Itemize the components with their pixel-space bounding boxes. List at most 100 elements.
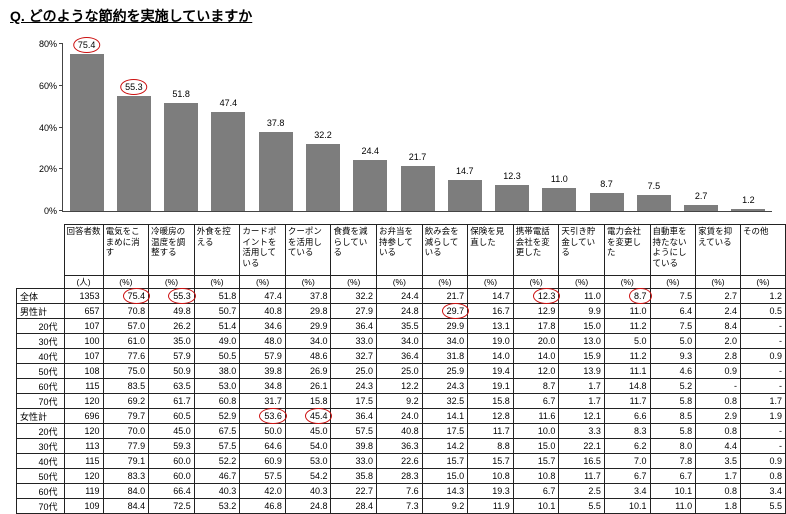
cell-value: 14.7 bbox=[492, 291, 510, 301]
cell-value: 45.0 bbox=[173, 426, 191, 436]
table-row-50代: 50代 120 83.3 60.0 46.7 57.5 54.2 35.8 28.3 15.0 10… bbox=[16, 468, 786, 484]
data-cell: 52.9 bbox=[193, 408, 241, 424]
cell-value: 19.3 bbox=[492, 486, 510, 496]
cell-value: 15.0 bbox=[537, 441, 556, 451]
percent-unit-label: (%) bbox=[695, 275, 741, 289]
cell-value: 79.7 bbox=[127, 411, 146, 421]
cell-value: 67.5 bbox=[218, 426, 237, 436]
bar-value-label: 11.0 bbox=[551, 174, 568, 184]
bar-11 bbox=[589, 192, 624, 211]
data-cell: 50.7 bbox=[193, 303, 241, 319]
table-row-30代: 30代 113 77.9 59.3 57.5 64.6 54.0 39.8 36.3 14.2 8.… bbox=[16, 438, 786, 454]
bar-value-label: 2.7 bbox=[695, 191, 708, 201]
data-cell: 0.8 bbox=[739, 468, 786, 484]
column-header-4: カードポイントを活用している bbox=[239, 224, 286, 276]
table-row-70代: 70代 120 69.2 61.7 60.8 31.7 15.8 17.5 9.2 32.5 15.… bbox=[16, 393, 786, 409]
percent-unit-label: (%) bbox=[330, 275, 378, 289]
cell-value: 8.5 bbox=[679, 411, 693, 421]
cell-value: 17.8 bbox=[537, 321, 556, 331]
data-cell: 48.6 bbox=[284, 348, 332, 364]
data-cell: 5.5 bbox=[558, 498, 605, 514]
cell-value: 63.5 bbox=[173, 381, 191, 391]
cell-value: 7.0 bbox=[634, 456, 647, 466]
data-cell: 11.2 bbox=[603, 348, 651, 364]
cell-value: 15.0 bbox=[446, 471, 465, 481]
cell-value: 11.1 bbox=[629, 366, 647, 376]
column-header-3: 外食を控える bbox=[193, 224, 241, 276]
cell-value: 10.1 bbox=[674, 486, 693, 496]
respondent-count: 107 bbox=[63, 318, 104, 334]
cell-value: 50.7 bbox=[218, 306, 237, 316]
cell-value: 13.0 bbox=[583, 336, 601, 346]
data-cell: 17.8 bbox=[512, 318, 560, 334]
data-cell: 3.3 bbox=[558, 423, 605, 439]
cell-value: 7.6 bbox=[406, 486, 419, 496]
data-cell: 53.6 bbox=[239, 408, 287, 424]
cell-value: 11.7 bbox=[629, 396, 647, 406]
percent-unit-label: (%) bbox=[284, 275, 332, 289]
data-cell: 14.0 bbox=[467, 348, 514, 364]
data-cell: 5.0 bbox=[649, 333, 697, 349]
bar-value-label: 37.8 bbox=[267, 118, 285, 128]
data-cell: 21.7 bbox=[421, 288, 469, 304]
data-cell: 31.8 bbox=[421, 348, 469, 364]
data-cell: 22.7 bbox=[330, 483, 378, 499]
cell-value: 35.5 bbox=[401, 321, 419, 331]
cell-value: 19.1 bbox=[492, 381, 510, 391]
column-header-2: 冷暖房の温度を調整する bbox=[148, 224, 195, 276]
cell-value: 8.4 bbox=[724, 321, 737, 331]
cell-value: 1.8 bbox=[724, 501, 737, 511]
cell-value: 36.4 bbox=[355, 411, 374, 421]
cell-value: 10.1 bbox=[537, 501, 556, 511]
respondent-count: 100 bbox=[63, 333, 104, 349]
data-cell: 11.9 bbox=[467, 498, 514, 514]
data-cell: 35.5 bbox=[376, 318, 423, 334]
bar-value-label: 51.8 bbox=[172, 89, 190, 99]
data-cell: 13.9 bbox=[558, 363, 605, 379]
row-label: 30代 bbox=[16, 333, 65, 349]
percent-unit-label: (%) bbox=[376, 275, 423, 289]
cell-value: 36.3 bbox=[401, 441, 419, 451]
cell-value: 11.7 bbox=[584, 471, 601, 481]
cell-value: 19.0 bbox=[492, 336, 510, 346]
data-cell: 15.0 bbox=[558, 318, 605, 334]
cell-value: 79.1 bbox=[127, 456, 146, 466]
cell-value: 57.5 bbox=[264, 471, 282, 481]
data-cell: 11.2 bbox=[603, 318, 651, 334]
cell-value: 22.1 bbox=[583, 441, 601, 451]
y-axis-tick-label: 80% bbox=[38, 39, 57, 49]
cell-value: 12.8 bbox=[492, 411, 510, 421]
data-cell: 53.0 bbox=[284, 453, 332, 469]
cell-value: 77.9 bbox=[127, 441, 146, 451]
data-cell: 8.7 bbox=[512, 378, 560, 394]
data-cell: 50.0 bbox=[239, 423, 286, 439]
data-cell: 8.0 bbox=[649, 438, 697, 454]
cell-value: 1.7 bbox=[724, 471, 737, 481]
cell-value: 8.8 bbox=[497, 441, 510, 451]
cell-value: 20.0 bbox=[537, 336, 556, 346]
cell-value: 1.7 bbox=[588, 396, 601, 406]
bar-value: 24.4 bbox=[361, 146, 379, 157]
bar-value: 8.7 bbox=[600, 178, 613, 189]
column-header-7: お弁当を持参している bbox=[376, 224, 423, 276]
bar-5 bbox=[305, 143, 340, 211]
cell-value: 51.4 bbox=[218, 321, 237, 331]
bar-value-label: 75.4 bbox=[72, 36, 100, 53]
cell-value: 2.5 bbox=[588, 486, 601, 496]
table-row-30代: 30代 100 61.0 35.0 49.0 48.0 34.0 33.0 34.0 34.0 19… bbox=[16, 333, 786, 349]
data-cell: 9.2 bbox=[421, 498, 469, 514]
respondent-count: 107 bbox=[63, 348, 104, 364]
data-cell: 57.9 bbox=[239, 348, 286, 364]
data-cell: 53.0 bbox=[193, 378, 241, 394]
data-cell: 55.3 bbox=[148, 288, 196, 304]
cell-value: 15.7 bbox=[537, 456, 556, 466]
data-cell: 8.4 bbox=[695, 318, 741, 334]
cell-value: 34.0 bbox=[401, 336, 419, 346]
data-cell: 6.7 bbox=[512, 483, 560, 499]
row-label: 50代 bbox=[16, 363, 65, 379]
data-cell: 0.5 bbox=[739, 303, 786, 319]
data-cell: - bbox=[739, 318, 786, 334]
data-cell: 19.4 bbox=[467, 363, 514, 379]
table-row-20代: 20代 120 70.0 45.0 67.5 50.0 45.0 57.5 40.8 17.5 11… bbox=[16, 423, 786, 439]
cell-value: 8.7 bbox=[542, 381, 556, 391]
